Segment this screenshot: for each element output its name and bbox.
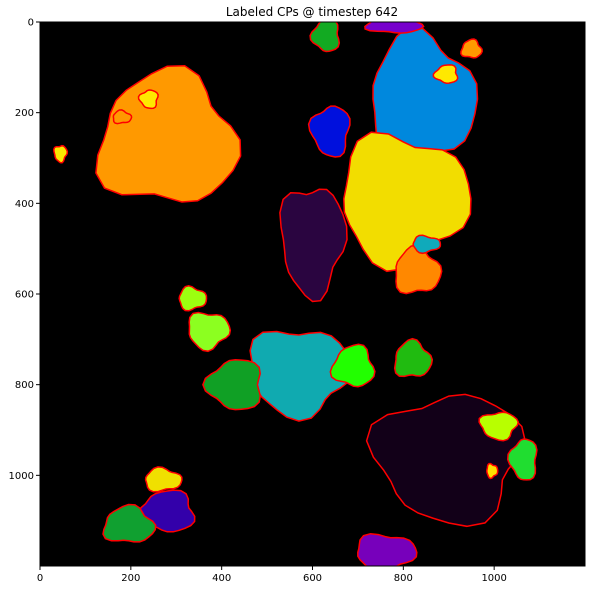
region-orange-top-right — [460, 38, 483, 59]
x-tick-label: 800 — [394, 573, 413, 584]
region-orange-small-left — [112, 109, 133, 125]
region-yellow-top-left — [137, 89, 159, 110]
x-tick-label: 200 — [121, 573, 140, 584]
region-yellow-left-small — [53, 144, 69, 164]
region-lime-mid — [329, 343, 376, 388]
chart-title: Labeled CPs @ timestep 642 — [226, 5, 398, 19]
region-teal-small — [412, 234, 442, 255]
y-tick-label: 600 — [15, 290, 34, 301]
x-tick-label: 0 — [37, 573, 43, 584]
region-orange-large — [95, 64, 242, 203]
region-green-left-mid — [202, 358, 262, 411]
region-lime-right — [478, 411, 520, 442]
region-blue-large — [372, 26, 479, 166]
region-yellow-bottom-left — [144, 466, 183, 493]
x-tick-label: 600 — [303, 573, 322, 584]
x-tick-label: 400 — [212, 573, 231, 584]
y-axis: 0 200 400 600 800 1000 — [9, 18, 40, 482]
region-purple-bottom — [357, 532, 418, 566]
region-orange-right — [395, 244, 443, 295]
region-green-mid-right — [393, 337, 434, 378]
y-tick-label: 0 — [28, 18, 34, 29]
region-green-top — [309, 22, 341, 53]
region-dark-purple-diagonal — [279, 188, 348, 303]
region-purple-top — [364, 22, 425, 34]
plot-area — [39, 21, 586, 567]
x-axis: 0 200 400 600 800 1000 — [37, 566, 507, 584]
region-royal-blue — [307, 105, 351, 158]
region-lime-left-2 — [188, 311, 232, 353]
region-green-right — [506, 438, 538, 481]
y-tick-label: 200 — [15, 108, 34, 119]
x-tick-label: 1000 — [481, 573, 506, 584]
regions — [53, 22, 538, 566]
y-tick-label: 400 — [15, 199, 34, 210]
region-yellow-top-right — [432, 64, 459, 84]
region-lime-left-1 — [178, 285, 208, 312]
y-tick-label: 1000 — [9, 471, 34, 482]
y-tick-label: 800 — [15, 380, 34, 391]
region-yellow-right-small — [486, 462, 499, 480]
region-green-bottom-left — [102, 503, 157, 543]
